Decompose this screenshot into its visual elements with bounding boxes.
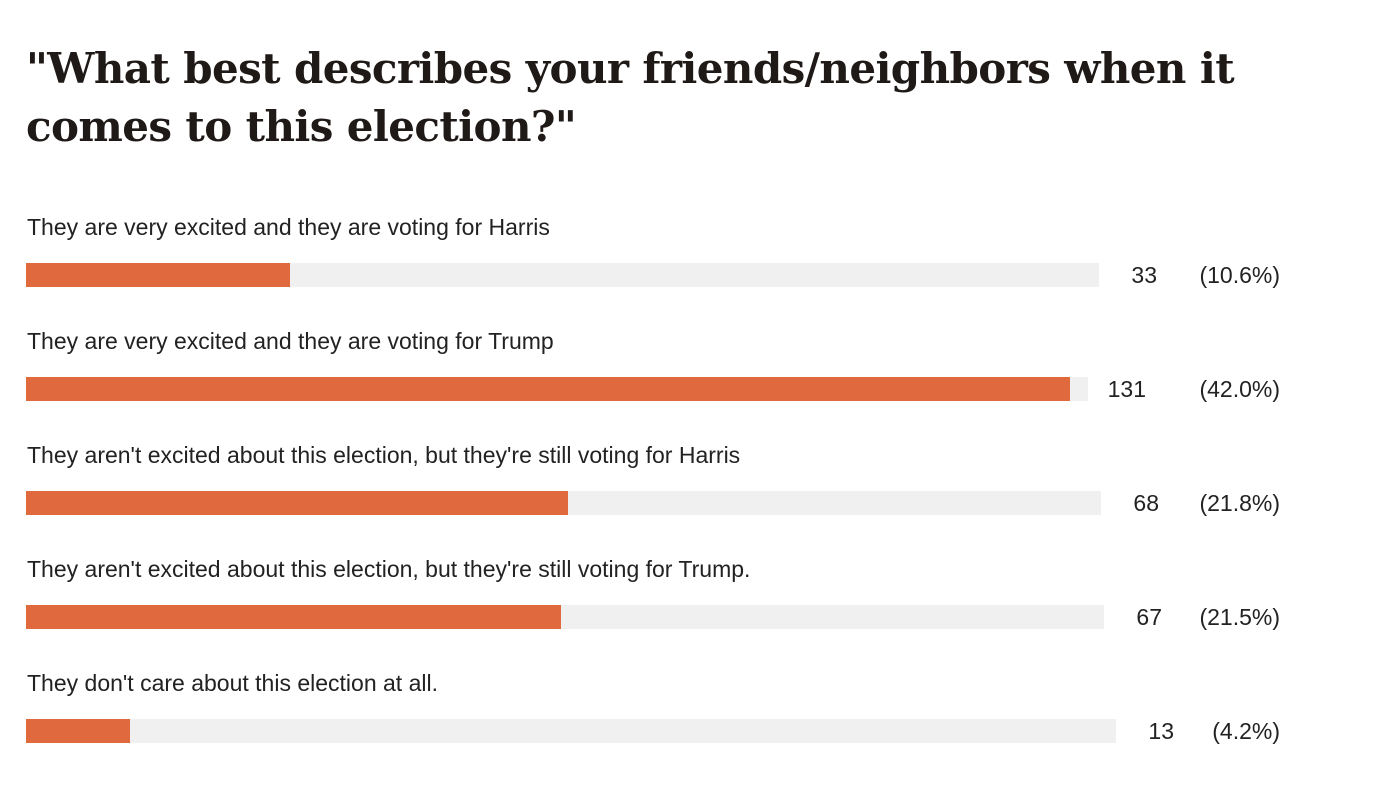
bar-fill xyxy=(26,377,1070,401)
vote-count: 131 xyxy=(1107,376,1146,402)
bar-track xyxy=(26,605,1104,629)
bar-fill xyxy=(26,491,568,515)
vote-count: 67 xyxy=(1136,604,1162,630)
poll-options-list: They are very excited and they are votin… xyxy=(26,208,1286,778)
vote-percentage: (21.8%) xyxy=(1199,490,1280,516)
option-label: They are very excited and they are votin… xyxy=(27,328,554,354)
poll-option-row: They are very excited and they are votin… xyxy=(26,322,1286,436)
option-label: They are very excited and they are votin… xyxy=(27,214,550,240)
bar-track xyxy=(26,263,1099,287)
bar-fill xyxy=(26,719,130,743)
poll-option-row: They aren't excited about this election,… xyxy=(26,550,1286,664)
vote-count: 33 xyxy=(1131,262,1157,288)
option-label: They don't care about this election at a… xyxy=(27,670,438,696)
bar-track xyxy=(26,377,1088,401)
vote-percentage: (42.0%) xyxy=(1199,376,1280,402)
poll-question-title: "What best describes your friends/neighb… xyxy=(26,44,1235,151)
vote-count: 13 xyxy=(1148,718,1174,744)
poll-option-row: They are very excited and they are votin… xyxy=(26,208,1286,322)
bar-fill xyxy=(26,605,561,629)
bar-track xyxy=(26,491,1101,515)
vote-percentage: (10.6%) xyxy=(1199,262,1280,288)
option-label: They aren't excited about this election,… xyxy=(27,442,741,468)
option-label: They aren't excited about this election,… xyxy=(27,556,751,582)
bar-track xyxy=(26,719,1116,743)
vote-percentage: (21.5%) xyxy=(1199,604,1280,630)
bar-fill xyxy=(26,263,290,287)
vote-percentage: (4.2%) xyxy=(1212,718,1280,744)
poll-option-row: They don't care about this election at a… xyxy=(26,664,1286,778)
vote-count: 68 xyxy=(1133,490,1159,516)
poll-results: "What best describes your friends/neighb… xyxy=(26,40,1286,744)
poll-option-row: They aren't excited about this election,… xyxy=(26,436,1286,550)
